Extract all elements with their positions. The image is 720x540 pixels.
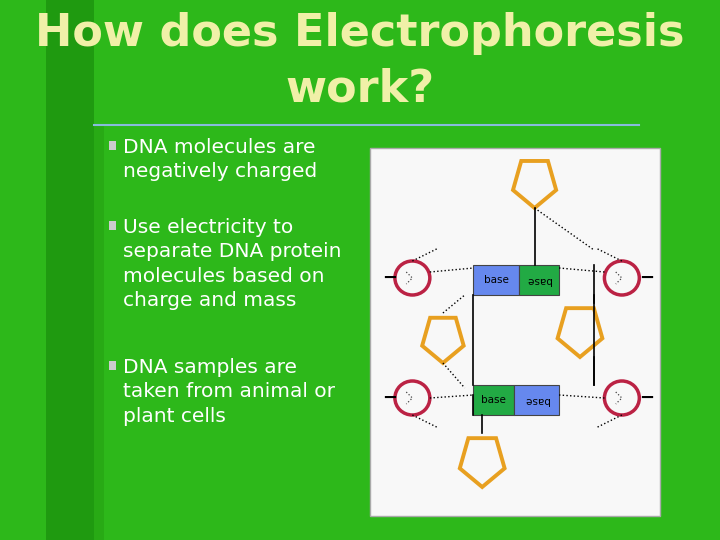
Bar bbox=[46, 0, 94, 540]
Text: DNA samples are
taken from animal or
plant cells: DNA samples are taken from animal or pla… bbox=[123, 358, 336, 426]
Bar bbox=[109, 141, 117, 150]
Text: −: − bbox=[382, 269, 397, 287]
Text: −: − bbox=[639, 269, 654, 287]
Bar bbox=[513, 385, 559, 415]
Text: Use electricity to
separate DNA protein
molecules based on
charge and mass: Use electricity to separate DNA protein … bbox=[123, 218, 342, 310]
Bar bbox=[94, 125, 104, 540]
Bar bbox=[519, 265, 559, 295]
Bar bbox=[474, 265, 519, 295]
Text: base: base bbox=[484, 275, 508, 285]
Text: −: − bbox=[382, 389, 397, 407]
Bar bbox=[109, 221, 117, 230]
Text: base: base bbox=[524, 395, 549, 405]
Bar bbox=[474, 385, 513, 415]
Text: work?: work? bbox=[285, 68, 435, 111]
Bar bbox=[109, 361, 117, 370]
Text: How does Electrophoresis: How does Electrophoresis bbox=[35, 12, 685, 55]
Text: −: − bbox=[639, 389, 654, 407]
Bar bbox=[371, 148, 660, 516]
Text: DNA molecules are
negatively charged: DNA molecules are negatively charged bbox=[123, 138, 318, 181]
Text: base: base bbox=[481, 395, 506, 405]
Text: base: base bbox=[526, 275, 552, 285]
